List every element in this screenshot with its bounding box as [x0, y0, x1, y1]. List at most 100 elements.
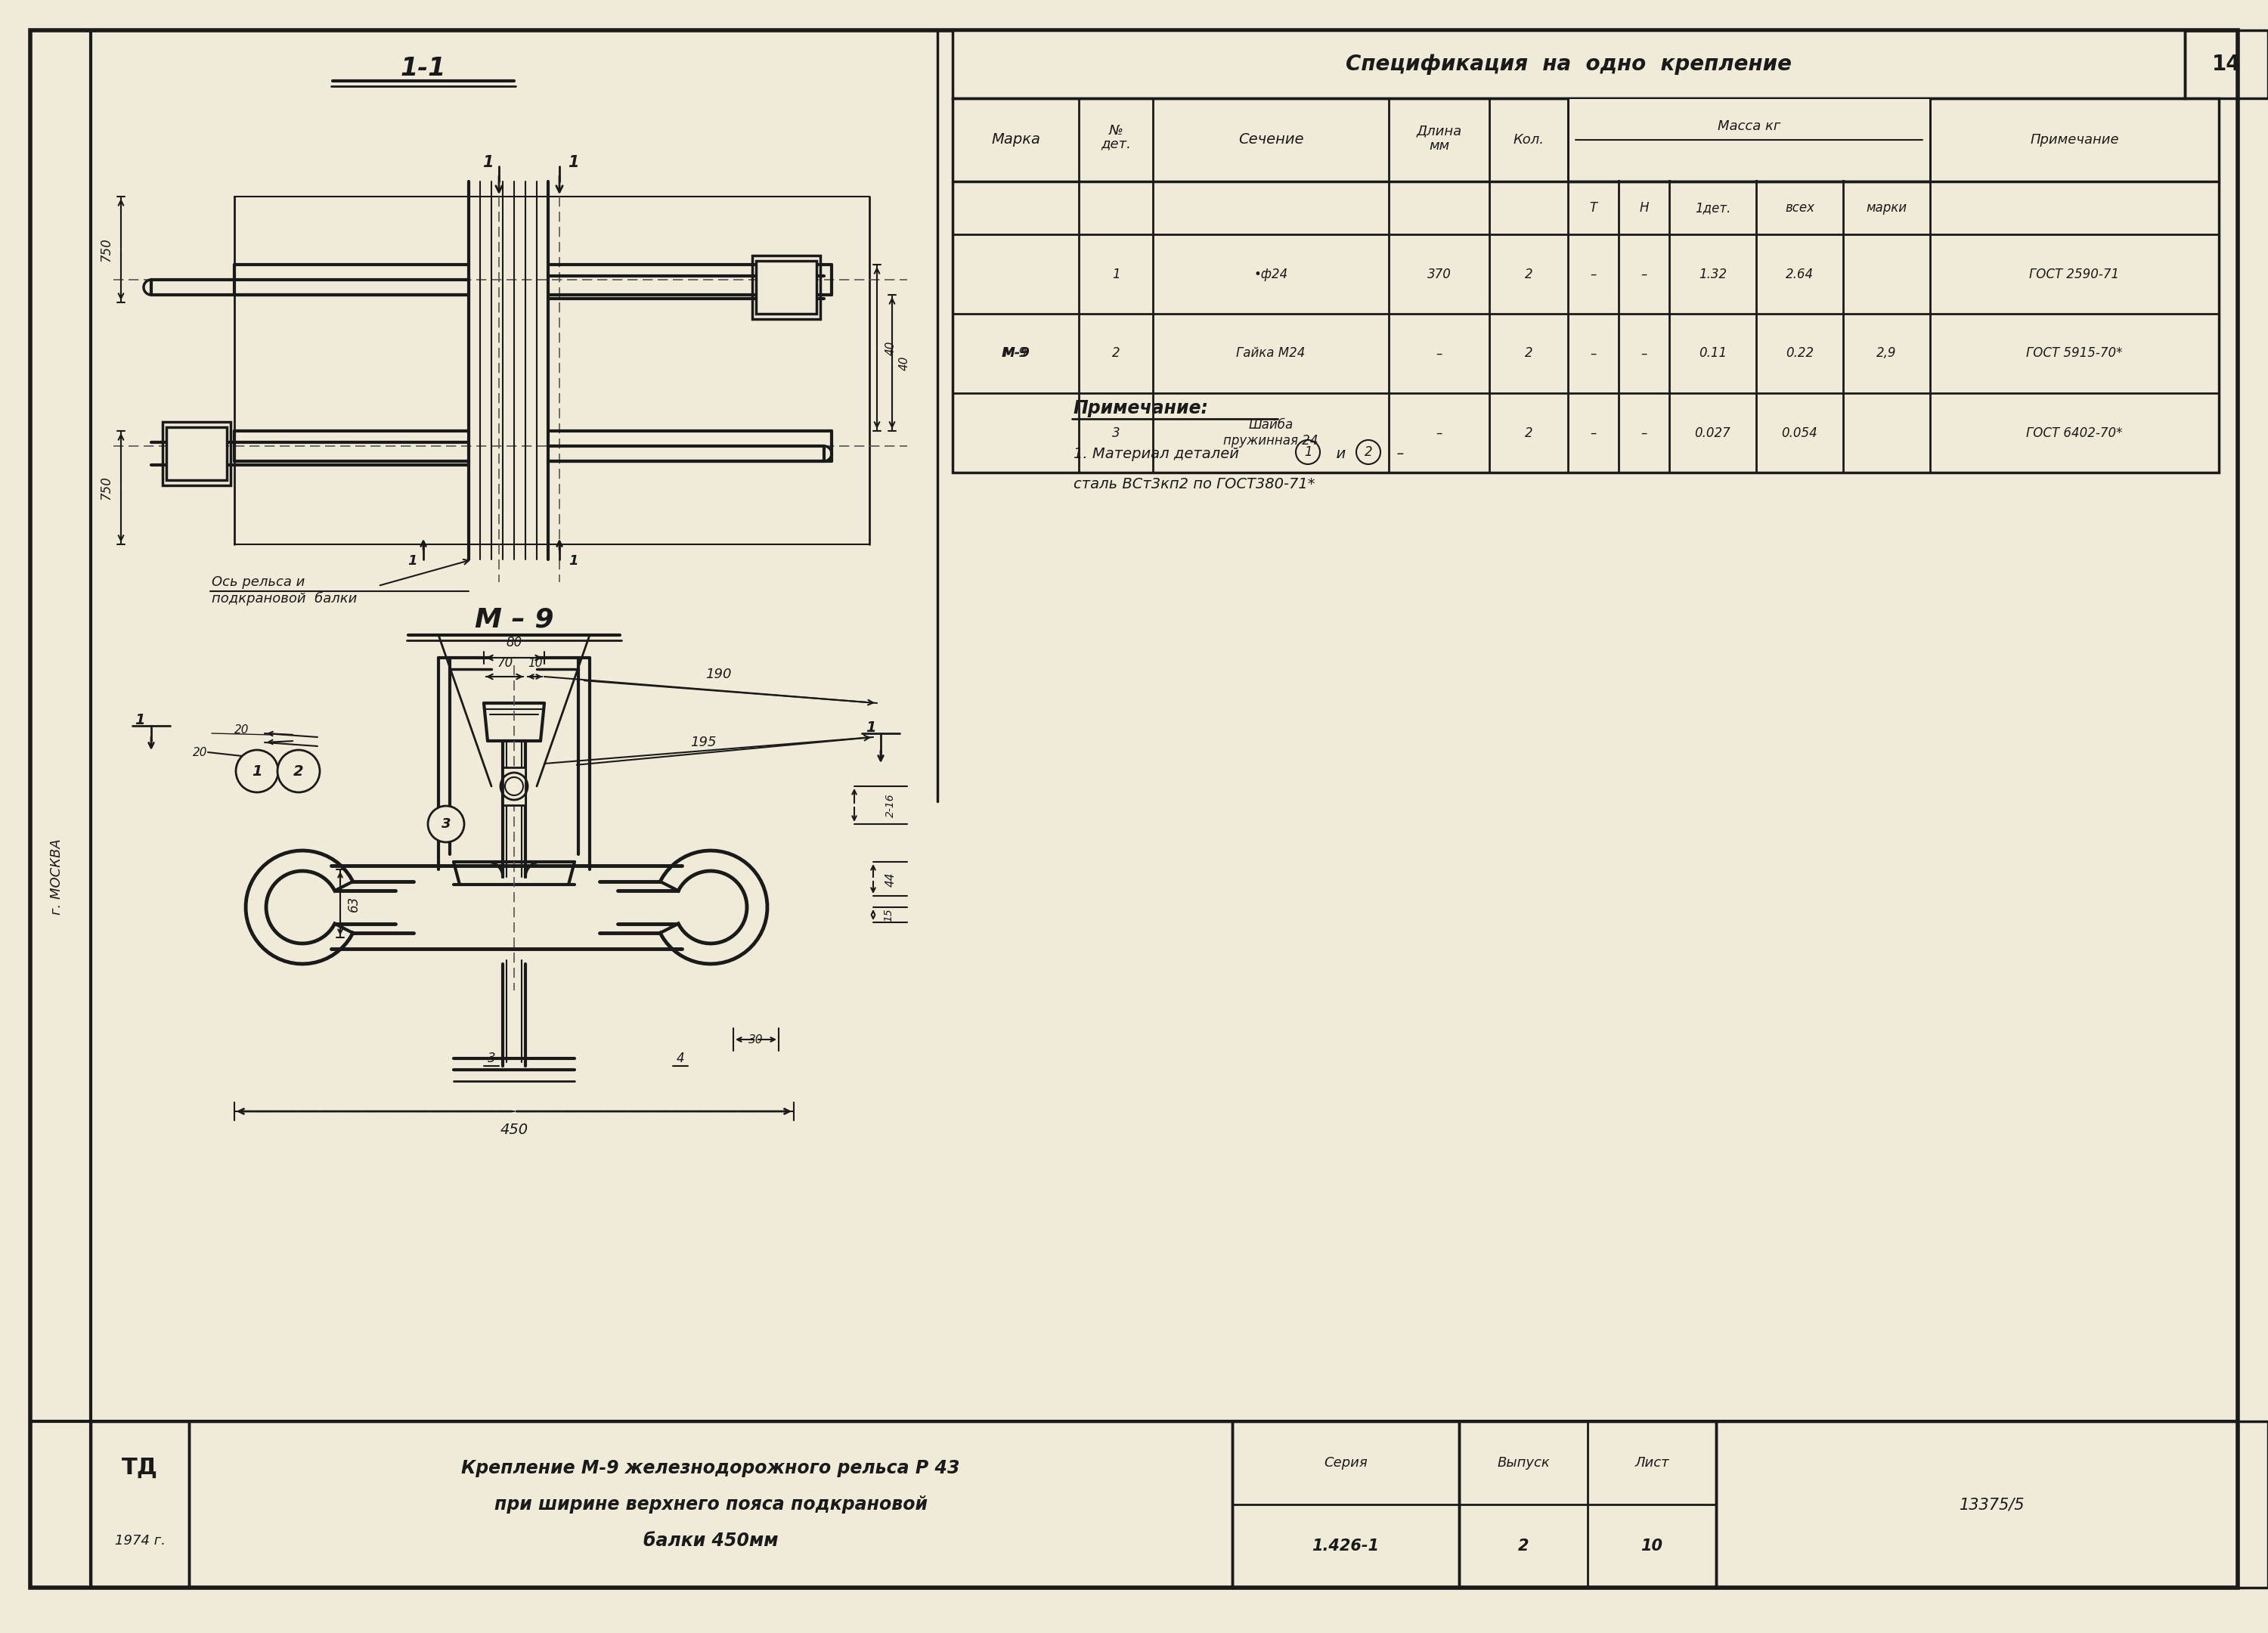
- Text: •ф24: •ф24: [1254, 268, 1288, 281]
- Text: подкрановой  балки: подкрановой балки: [211, 591, 356, 606]
- Text: М-9: М-9: [1005, 346, 1027, 361]
- Text: 15: 15: [882, 908, 894, 921]
- Text: Ось рельса и: Ось рельса и: [211, 575, 304, 590]
- Text: 1: 1: [134, 712, 145, 727]
- Circle shape: [236, 750, 279, 792]
- Text: 44: 44: [885, 872, 896, 887]
- Text: 1: 1: [567, 155, 578, 170]
- Text: дет.: дет.: [1100, 137, 1132, 150]
- Text: Спецификация  на  одно  крепление: Спецификация на одно крепление: [1345, 54, 1792, 75]
- Text: 0.22: 0.22: [1785, 346, 1814, 361]
- Text: 2.64: 2.64: [1785, 268, 1814, 281]
- Text: марки: марки: [1867, 201, 1907, 214]
- Text: М-9: М-9: [1002, 346, 1030, 361]
- Text: 70: 70: [497, 656, 513, 670]
- Text: и: и: [1327, 446, 1356, 461]
- Text: Н: Н: [1640, 201, 1649, 214]
- Bar: [188, 1421, 1232, 1587]
- Bar: [1458, 1421, 1717, 1587]
- Text: 14: 14: [2211, 54, 2241, 75]
- Text: 3: 3: [442, 816, 451, 831]
- Text: 10: 10: [1640, 1538, 1662, 1553]
- Text: –: –: [1436, 426, 1442, 439]
- Text: мм: мм: [1429, 139, 1449, 154]
- Text: г. МОСКВА: г. МОСКВА: [50, 839, 64, 914]
- Text: 1: 1: [1304, 446, 1311, 459]
- Text: 2: 2: [1111, 346, 1120, 361]
- Text: 1: 1: [1111, 268, 1120, 281]
- Text: –: –: [1436, 346, 1442, 361]
- Text: Выпуск: Выпуск: [1497, 1457, 1549, 1470]
- Text: 13375/5: 13375/5: [1960, 1497, 2025, 1512]
- Text: 40: 40: [898, 356, 909, 371]
- Text: ГОСТ 6402-70*: ГОСТ 6402-70*: [2025, 426, 2123, 439]
- Text: 2-16: 2-16: [885, 794, 896, 816]
- Text: Марка: Марка: [991, 132, 1041, 147]
- Text: 20: 20: [193, 746, 209, 758]
- Text: 750: 750: [100, 475, 113, 500]
- Text: 1: 1: [569, 554, 578, 568]
- Text: –: –: [1388, 446, 1404, 461]
- Bar: [503, 768, 526, 805]
- Bar: [953, 98, 2218, 472]
- Text: сталь ВСт3кп2 по ГОСТ380-71*: сталь ВСт3кп2 по ГОСТ380-71*: [1073, 477, 1315, 492]
- Text: №: №: [1109, 124, 1123, 137]
- Text: 63: 63: [347, 895, 361, 911]
- Text: М – 9: М – 9: [474, 607, 553, 632]
- Text: ТД: ТД: [122, 1457, 159, 1479]
- Text: 2,9: 2,9: [1876, 346, 1896, 361]
- Text: ГОСТ 2590-71: ГОСТ 2590-71: [2030, 268, 2121, 281]
- Bar: [166, 428, 227, 480]
- Text: Лист: Лист: [1635, 1457, 1669, 1470]
- Text: 0.054: 0.054: [1783, 426, 1817, 439]
- Text: 30: 30: [748, 1034, 764, 1045]
- Text: всех: всех: [1785, 201, 1814, 214]
- Text: 3: 3: [488, 1052, 494, 1065]
- Text: 1. Материал деталей: 1. Материал деталей: [1073, 446, 1247, 461]
- Bar: [1232, 1421, 1458, 1587]
- Text: ГОСТ 5915-70*: ГОСТ 5915-70*: [2025, 346, 2123, 361]
- Text: 2: 2: [1517, 1538, 1529, 1553]
- Text: 1: 1: [483, 155, 492, 170]
- Bar: [2184, 31, 2268, 98]
- Text: 3: 3: [1111, 426, 1120, 439]
- Text: 195: 195: [689, 735, 717, 750]
- Bar: [755, 261, 816, 314]
- Text: 1: 1: [252, 764, 263, 779]
- Text: 4: 4: [676, 1052, 685, 1065]
- Text: 1: 1: [408, 554, 417, 568]
- Text: 450: 450: [499, 1122, 528, 1137]
- Text: при ширине верхнего пояса подкрановой: при ширине верхнего пояса подкрановой: [494, 1496, 928, 1514]
- Text: Кол.: Кол.: [1513, 132, 1545, 147]
- Bar: [753, 255, 821, 318]
- Circle shape: [277, 750, 320, 792]
- Text: Гайка М24: Гайка М24: [1236, 346, 1306, 361]
- Circle shape: [429, 807, 465, 843]
- Text: Крепление М-9 железнодорожного рельса Р 43: Крепление М-9 железнодорожного рельса Р …: [460, 1458, 959, 1476]
- Bar: [1717, 1421, 2268, 1587]
- Text: –: –: [1640, 268, 1647, 281]
- Text: 2: 2: [1524, 346, 1533, 361]
- Text: Примечание: Примечание: [2030, 132, 2118, 147]
- Text: Сечение: Сечение: [1238, 132, 1304, 147]
- Text: 1-1: 1-1: [401, 56, 447, 80]
- Text: 80: 80: [506, 635, 522, 650]
- Text: 20: 20: [234, 723, 249, 735]
- Bar: [1569, 100, 1930, 180]
- Text: Т: Т: [1590, 201, 1597, 214]
- Bar: [163, 421, 231, 485]
- Text: 1: 1: [866, 720, 875, 735]
- Text: 1974 г.: 1974 г.: [113, 1535, 166, 1548]
- Text: –: –: [1640, 426, 1647, 439]
- Text: 2: 2: [1365, 446, 1372, 459]
- Text: 40: 40: [885, 340, 896, 354]
- Text: –: –: [1640, 346, 1647, 361]
- Text: 1.32: 1.32: [1699, 268, 1726, 281]
- Text: 2: 2: [293, 764, 304, 779]
- Text: 2: 2: [1524, 426, 1533, 439]
- Bar: [91, 1421, 188, 1587]
- Text: Шайба
пружинная 24: Шайба пружинная 24: [1222, 418, 1318, 447]
- Text: –: –: [1590, 426, 1597, 439]
- Text: 1.426-1: 1.426-1: [1311, 1538, 1379, 1553]
- Text: балки 450мм: балки 450мм: [644, 1532, 778, 1550]
